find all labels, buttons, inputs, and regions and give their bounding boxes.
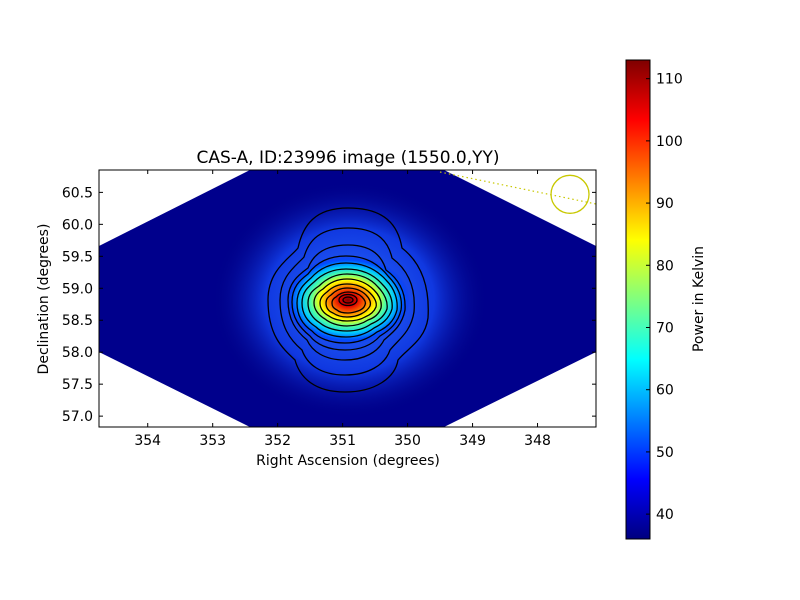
contour-level-5 [296, 262, 398, 344]
axes-frame [98, 169, 597, 428]
colorbar-tick-label: 50 [656, 445, 674, 461]
y-tick-label: 58.0 [62, 345, 93, 361]
x-tick-label: 350 [394, 433, 421, 449]
contour-level-4 [291, 255, 403, 351]
colorbar-label: Power in Kelvin [691, 246, 707, 352]
y-tick-label: 57.5 [62, 377, 93, 393]
x-axis-label: Right Ascension (degrees) [256, 453, 440, 469]
colorbar-tick-label: 40 [656, 507, 674, 523]
colorbar-tick-label: 100 [656, 134, 683, 150]
contour-level-13 [342, 296, 354, 304]
y-axis-ticks: 57.0 57.5 58.0 58.5 59.0 59.5 60.0 60.5 [62, 185, 596, 425]
marker-circle [550, 174, 590, 214]
y-tick-label: 59.0 [62, 281, 93, 297]
contour-level-7 [307, 273, 388, 332]
x-tick-label: 351 [329, 433, 356, 449]
contour-level-6 [301, 268, 393, 338]
contour-lines [267, 207, 429, 393]
contour-level-1 [267, 207, 429, 393]
colorbar-tick-label: 110 [656, 72, 683, 88]
contour-level-8 [313, 278, 382, 327]
y-tick-label: 57.0 [62, 409, 93, 425]
contour-level-12 [338, 293, 358, 307]
y-tick-label: 60.5 [62, 185, 93, 201]
y-tick-label: 59.5 [62, 249, 93, 265]
x-tick-label: 348 [524, 433, 551, 449]
x-tick-label: 354 [134, 433, 161, 449]
contour-level-11 [331, 291, 367, 314]
colorbar [625, 59, 651, 540]
colorbar-tick-label: 80 [656, 258, 674, 274]
source-core [286, 256, 410, 344]
image-area [99, 170, 596, 427]
contour-level-9 [319, 283, 377, 322]
contour-level-2 [279, 227, 415, 376]
y-tick-label: 58.5 [62, 313, 93, 329]
x-axis-ticks: 354 353 352 351 350 349 348 [134, 170, 551, 449]
colorbar-tick-label: 90 [656, 196, 674, 212]
colorbar-ticks: 40 50 60 70 80 90 100 110 [646, 72, 683, 523]
x-tick-label: 349 [459, 433, 486, 449]
contour-level-10 [325, 287, 372, 318]
chart-title: CAS-A, ID:23996 image (1550.0,YY) [196, 148, 499, 168]
y-axis-label: Declination (degrees) [36, 224, 52, 375]
colorbar-tick-label: 60 [656, 383, 674, 399]
y-tick-label: 60.0 [62, 217, 93, 233]
x-tick-label: 352 [264, 433, 291, 449]
x-tick-label: 353 [199, 433, 226, 449]
contour-level-3 [287, 244, 406, 361]
colorbar-tick-label: 70 [656, 320, 674, 336]
